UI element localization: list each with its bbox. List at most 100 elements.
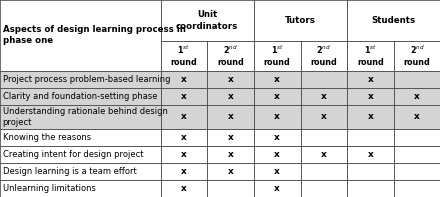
Text: x: x: [321, 112, 327, 121]
Bar: [254, 0, 347, 41]
Bar: [394, 180, 440, 197]
Bar: [254, 163, 301, 180]
Text: x: x: [274, 133, 280, 142]
Text: x: x: [274, 150, 280, 159]
Bar: [394, 163, 440, 180]
Bar: [347, 129, 394, 146]
Text: x: x: [367, 75, 374, 84]
Text: x: x: [181, 75, 187, 84]
Bar: [0, 105, 161, 129]
Bar: [161, 71, 207, 87]
Text: x: x: [321, 150, 327, 159]
Text: x: x: [367, 150, 374, 159]
Bar: [161, 180, 207, 197]
Text: Tutors: Tutors: [285, 16, 316, 25]
Bar: [301, 41, 347, 71]
Text: Clarity and foundation-setting phase: Clarity and foundation-setting phase: [3, 92, 157, 100]
Bar: [301, 129, 347, 146]
Bar: [161, 105, 207, 129]
Text: x: x: [227, 150, 234, 159]
Text: x: x: [227, 112, 234, 121]
Text: x: x: [367, 92, 374, 100]
Bar: [254, 71, 301, 87]
Bar: [254, 129, 301, 146]
Text: x: x: [367, 112, 374, 121]
Bar: [301, 105, 347, 129]
Bar: [347, 146, 394, 163]
Bar: [347, 105, 394, 129]
Bar: [347, 41, 394, 71]
Bar: [394, 87, 440, 105]
Text: x: x: [321, 92, 327, 100]
Bar: [207, 180, 254, 197]
Bar: [347, 87, 394, 105]
Bar: [301, 71, 347, 87]
Text: 2$^{nd}$
round: 2$^{nd}$ round: [311, 44, 337, 68]
Text: x: x: [181, 167, 187, 176]
Bar: [0, 0, 161, 71]
Bar: [301, 163, 347, 180]
Bar: [207, 87, 254, 105]
Text: Design learning is a team effort: Design learning is a team effort: [3, 167, 136, 176]
Bar: [347, 163, 394, 180]
Bar: [254, 41, 301, 71]
Text: x: x: [227, 133, 234, 142]
Bar: [254, 180, 301, 197]
Text: Understanding rationale behind design
project: Understanding rationale behind design pr…: [3, 107, 168, 127]
Text: x: x: [274, 184, 280, 193]
Text: x: x: [227, 92, 234, 100]
Bar: [0, 87, 161, 105]
Bar: [301, 146, 347, 163]
Text: 1$^{st}$
round: 1$^{st}$ round: [171, 44, 197, 68]
Text: Aspects of design learning process in
phase one: Aspects of design learning process in ph…: [3, 25, 186, 45]
Text: Unlearning limitations: Unlearning limitations: [3, 184, 95, 193]
Bar: [161, 129, 207, 146]
Bar: [347, 0, 440, 41]
Bar: [0, 180, 161, 197]
Bar: [254, 105, 301, 129]
Text: Unit
coordinators: Unit coordinators: [176, 10, 238, 31]
Text: x: x: [181, 133, 187, 142]
Bar: [0, 163, 161, 180]
Bar: [161, 0, 254, 41]
Bar: [161, 146, 207, 163]
Text: x: x: [414, 112, 420, 121]
Bar: [207, 105, 254, 129]
Bar: [394, 146, 440, 163]
Text: x: x: [274, 112, 280, 121]
Bar: [301, 180, 347, 197]
Text: x: x: [181, 184, 187, 193]
Bar: [254, 146, 301, 163]
Text: Knowing the reasons: Knowing the reasons: [3, 133, 91, 142]
Bar: [161, 87, 207, 105]
Text: x: x: [181, 92, 187, 100]
Bar: [207, 129, 254, 146]
Text: 2$^{nd}$
round: 2$^{nd}$ round: [404, 44, 430, 68]
Bar: [394, 129, 440, 146]
Text: x: x: [181, 112, 187, 121]
Bar: [0, 146, 161, 163]
Bar: [301, 87, 347, 105]
Text: x: x: [414, 92, 420, 100]
Bar: [207, 71, 254, 87]
Bar: [394, 41, 440, 71]
Text: x: x: [227, 167, 234, 176]
Bar: [207, 163, 254, 180]
Bar: [207, 41, 254, 71]
Text: 1$^{st}$
round: 1$^{st}$ round: [357, 44, 384, 68]
Bar: [0, 129, 161, 146]
Text: Project process problem-based learning: Project process problem-based learning: [3, 75, 170, 84]
Text: x: x: [274, 167, 280, 176]
Bar: [161, 163, 207, 180]
Bar: [347, 180, 394, 197]
Bar: [394, 105, 440, 129]
Text: 2$^{nd}$
round: 2$^{nd}$ round: [217, 44, 244, 68]
Text: Students: Students: [372, 16, 416, 25]
Bar: [161, 41, 207, 71]
Text: Creating intent for design project: Creating intent for design project: [3, 150, 143, 159]
Bar: [0, 71, 161, 87]
Bar: [394, 71, 440, 87]
Text: x: x: [274, 92, 280, 100]
Text: x: x: [227, 75, 234, 84]
Text: 1$^{st}$
round: 1$^{st}$ round: [264, 44, 290, 68]
